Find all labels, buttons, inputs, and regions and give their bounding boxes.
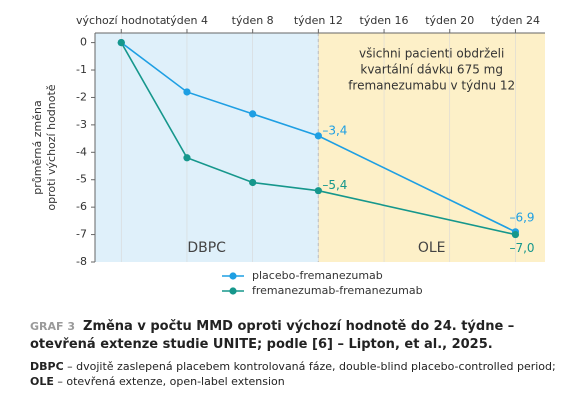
data-point <box>314 132 322 140</box>
note-text: – otevřená extenze, open-label extension <box>53 375 285 388</box>
annotation: kvartální dávku 675 mg <box>360 63 503 77</box>
y-axis-label: oproti výchozí hodnotě <box>45 84 58 210</box>
data-point <box>183 88 191 96</box>
note-term: DBPC <box>30 360 64 373</box>
phase-label: DBPC <box>187 240 226 256</box>
chart: DBPC OLE výchozí hodnota týden 4 týden 8 týde… <box>31 14 545 297</box>
y-axis-label: průměrná změna <box>31 100 44 194</box>
y-tick-label: -1 <box>76 63 87 76</box>
x-tick-label: týden 20 <box>425 14 474 27</box>
x-tick-label: týden 8 <box>232 14 274 27</box>
caption-note: OLE – otevřená extenze, open-label exten… <box>30 374 565 389</box>
data-point <box>511 230 520 239</box>
data-point <box>249 110 257 118</box>
data-point <box>117 38 125 47</box>
caption-notes: DBPC – dvojitě zaslepená placebem kontro… <box>30 359 565 389</box>
caption-label: GRAF 3 <box>30 320 76 333</box>
value-label: –5,4 <box>322 178 347 192</box>
x-tick-label: výchozí hodnota <box>76 14 167 27</box>
value-label: –6,9 <box>509 210 534 224</box>
caption-note: DBPC – dvojitě zaslepená placebem kontro… <box>30 359 565 374</box>
value-label: –3,4 <box>322 123 347 137</box>
x-tick-label: týden 4 <box>166 14 208 27</box>
note-term: OLE <box>30 375 54 388</box>
x-tick-label: týden 12 <box>294 14 343 27</box>
note-text: – dvojitě zaslepená placebem kontrolovan… <box>63 360 556 373</box>
y-tick-label: -8 <box>76 255 87 268</box>
y-tick-label: -2 <box>76 90 87 103</box>
caption-title: GRAF 3 Změna v počtu MMD oproti výchozí h… <box>30 318 565 354</box>
x-tick-label: týden 16 <box>360 14 409 27</box>
data-point <box>183 154 191 162</box>
annotation: všichni pacienti obdrželi <box>359 47 504 61</box>
data-point <box>249 178 257 187</box>
annotation: fremanezumabu v týdnu 12 <box>348 79 515 93</box>
legend-marker <box>229 272 237 280</box>
y-tick-label: -5 <box>76 173 87 186</box>
caption: GRAF 3 Změna v počtu MMD oproti výchozí h… <box>30 318 565 389</box>
x-tick-label: týden 24 <box>491 14 540 27</box>
legend-label: placebo-fremanezumab <box>252 269 383 282</box>
y-tick-label: 0 <box>80 36 87 49</box>
phase-label: OLE <box>418 240 446 256</box>
data-point <box>314 187 322 195</box>
value-label: –7,0 <box>509 241 534 255</box>
legend-label: fremanezumab-fremanezumab <box>252 284 423 297</box>
caption-text: Změna v počtu MMD oproti výchozí hodnotě… <box>30 319 515 352</box>
y-tick-label: -4 <box>76 145 87 158</box>
phase-region <box>95 33 319 262</box>
phase-region <box>318 33 545 262</box>
y-tick-label: -3 <box>76 118 87 131</box>
y-tick-label: -7 <box>76 228 87 241</box>
legend-marker <box>229 287 237 295</box>
y-tick-label: -6 <box>76 200 87 213</box>
